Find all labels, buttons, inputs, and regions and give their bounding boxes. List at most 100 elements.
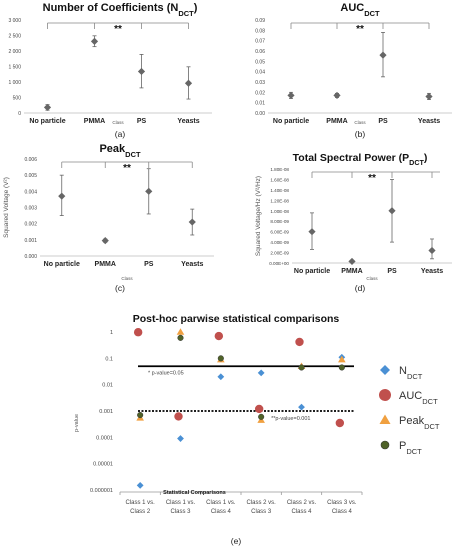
data-point-p (298, 364, 305, 371)
category-label: Class 1 vs. (125, 500, 155, 506)
y-tick-label: 4.00E-09 (270, 240, 289, 245)
data-point-auc (295, 337, 304, 347)
y-tick-label: 0.06 (255, 49, 265, 55)
panel-label: (a) (115, 129, 126, 139)
data-point-auc (174, 412, 183, 421)
y-tick-label: 0.002 (24, 222, 37, 228)
y-tick-label: 0.03 (255, 80, 265, 86)
panel-b: AUCDCT ** 0.00 0.01 0.02 0.03 0.04 0.05 0.06 0.07… (255, 2, 452, 139)
data-point (308, 228, 316, 236)
panel-label: (b) (355, 129, 366, 139)
x-axis-label: Class (121, 276, 133, 281)
data-point-peak (176, 328, 185, 335)
y-tick-label: 2.00E-09 (270, 251, 289, 256)
y-tick-label: 1 500 (8, 65, 21, 71)
y-tick-label: 1.00E-08 (270, 209, 289, 214)
category-label: Class 4 (211, 509, 232, 515)
data-point-auc (214, 331, 224, 341)
category-label: No particle (273, 118, 309, 125)
category-label: Yeasts (177, 118, 199, 125)
data-point (287, 91, 295, 100)
y-tick-label: 0.04 (255, 70, 265, 76)
category-label: PMMA (84, 118, 105, 125)
legend-label: PDCT (399, 440, 422, 456)
category-label: Class 2 vs. (287, 500, 317, 506)
data-point-peak (338, 355, 346, 363)
y-tick-label: 0.00001 (93, 462, 113, 468)
significance-mark: ** (114, 24, 122, 35)
y-tick-label: 0.08 (255, 28, 265, 34)
category-label: PS (137, 118, 147, 125)
chart-title: Number of Coefficients (NDCT) (43, 2, 198, 18)
chart-title: Post-hoc parwise statistical comparisons (133, 313, 340, 325)
data-point-n (217, 373, 225, 381)
data-point-n (177, 435, 184, 442)
y-tick-label: 0.02 (255, 90, 265, 96)
legend-marker (380, 365, 390, 375)
data-point (184, 79, 193, 87)
y-tick-label: 0.1 (105, 356, 113, 362)
y-tick-label: 6.00E-09 (270, 230, 289, 235)
data-point-auc (133, 328, 143, 337)
y-tick-label: 500 (13, 96, 22, 102)
data-point-p (258, 413, 265, 420)
x-axis-label: Class (112, 120, 124, 125)
legend-marker (379, 389, 391, 401)
data-point-p (177, 334, 184, 341)
y-axis-label: Squared Voltage/Hz (V²/Hz) (255, 176, 262, 256)
data-point (333, 91, 341, 100)
y-axis-label: p-value (74, 414, 80, 432)
data-point (188, 218, 196, 226)
y-tick-label: 0.00 (255, 111, 265, 117)
x-axis-label: Class (366, 276, 378, 281)
y-tick-label: 0.01 (255, 101, 265, 107)
panel-label: (c) (115, 283, 125, 293)
legend-marker (380, 440, 390, 450)
category-label: No particle (44, 261, 80, 268)
panel-e: Post-hoc parwise statistical comparisons… (74, 313, 440, 546)
y-tick-label: 2 000 (8, 49, 21, 55)
data-point-p (217, 355, 224, 362)
y-tick-label: 0.0001 (96, 435, 113, 441)
y-tick-label: 0.01 (102, 383, 113, 389)
chart-title: AUCDCT (340, 2, 380, 18)
significance-mark: ** (123, 163, 131, 174)
category-label: Yeasts (181, 261, 203, 268)
data-point (137, 67, 146, 76)
data-point (101, 237, 109, 245)
data-point (348, 257, 356, 266)
category-label: PMMA (326, 118, 347, 125)
data-point (379, 51, 387, 59)
y-axis-label: Squared Voltage (V²) (3, 177, 10, 238)
category-label: Class 3 vs. (327, 500, 357, 506)
x-axis-label: Statistical Comparisons (163, 490, 226, 496)
y-tick-label: 1.20E-08 (270, 198, 289, 203)
data-point (428, 246, 436, 255)
category-label: Class 1 vs. (206, 500, 236, 506)
y-tick-label: 1.80E-08 (270, 167, 289, 172)
category-label: No particle (294, 268, 330, 275)
panel-label: (d) (355, 283, 366, 293)
data-point (58, 192, 66, 200)
y-tick-label: 0.004 (24, 189, 37, 195)
panel-d: Total Spectral Power (PDCT) ** 0.00E+00 2.0… (255, 152, 452, 293)
category-label: Class 3 (170, 509, 191, 515)
y-tick-label: 1.60E-08 (270, 177, 289, 182)
y-tick-label: 8.00E-09 (270, 219, 289, 224)
y-tick-label: 0.09 (255, 18, 265, 24)
chart-title: Total Spectral Power (PDCT) (293, 152, 428, 167)
data-point-auc (254, 404, 264, 414)
category-label: PS (387, 268, 397, 275)
data-point-p (338, 364, 345, 371)
data-point-n (257, 369, 265, 377)
y-tick-label: 1.40E-08 (270, 188, 289, 193)
y-tick-label: 0.07 (255, 39, 265, 45)
y-tick-label: 0.001 (99, 409, 113, 415)
category-label: No particle (29, 118, 65, 125)
legend: NDCT AUCDCT PeakDCT PDCT (379, 365, 440, 456)
y-tick-label: 1 000 (8, 80, 21, 86)
legend-marker (379, 414, 391, 424)
y-tick-label: 0.05 (255, 59, 265, 65)
category-label: Class 4 (332, 509, 353, 515)
